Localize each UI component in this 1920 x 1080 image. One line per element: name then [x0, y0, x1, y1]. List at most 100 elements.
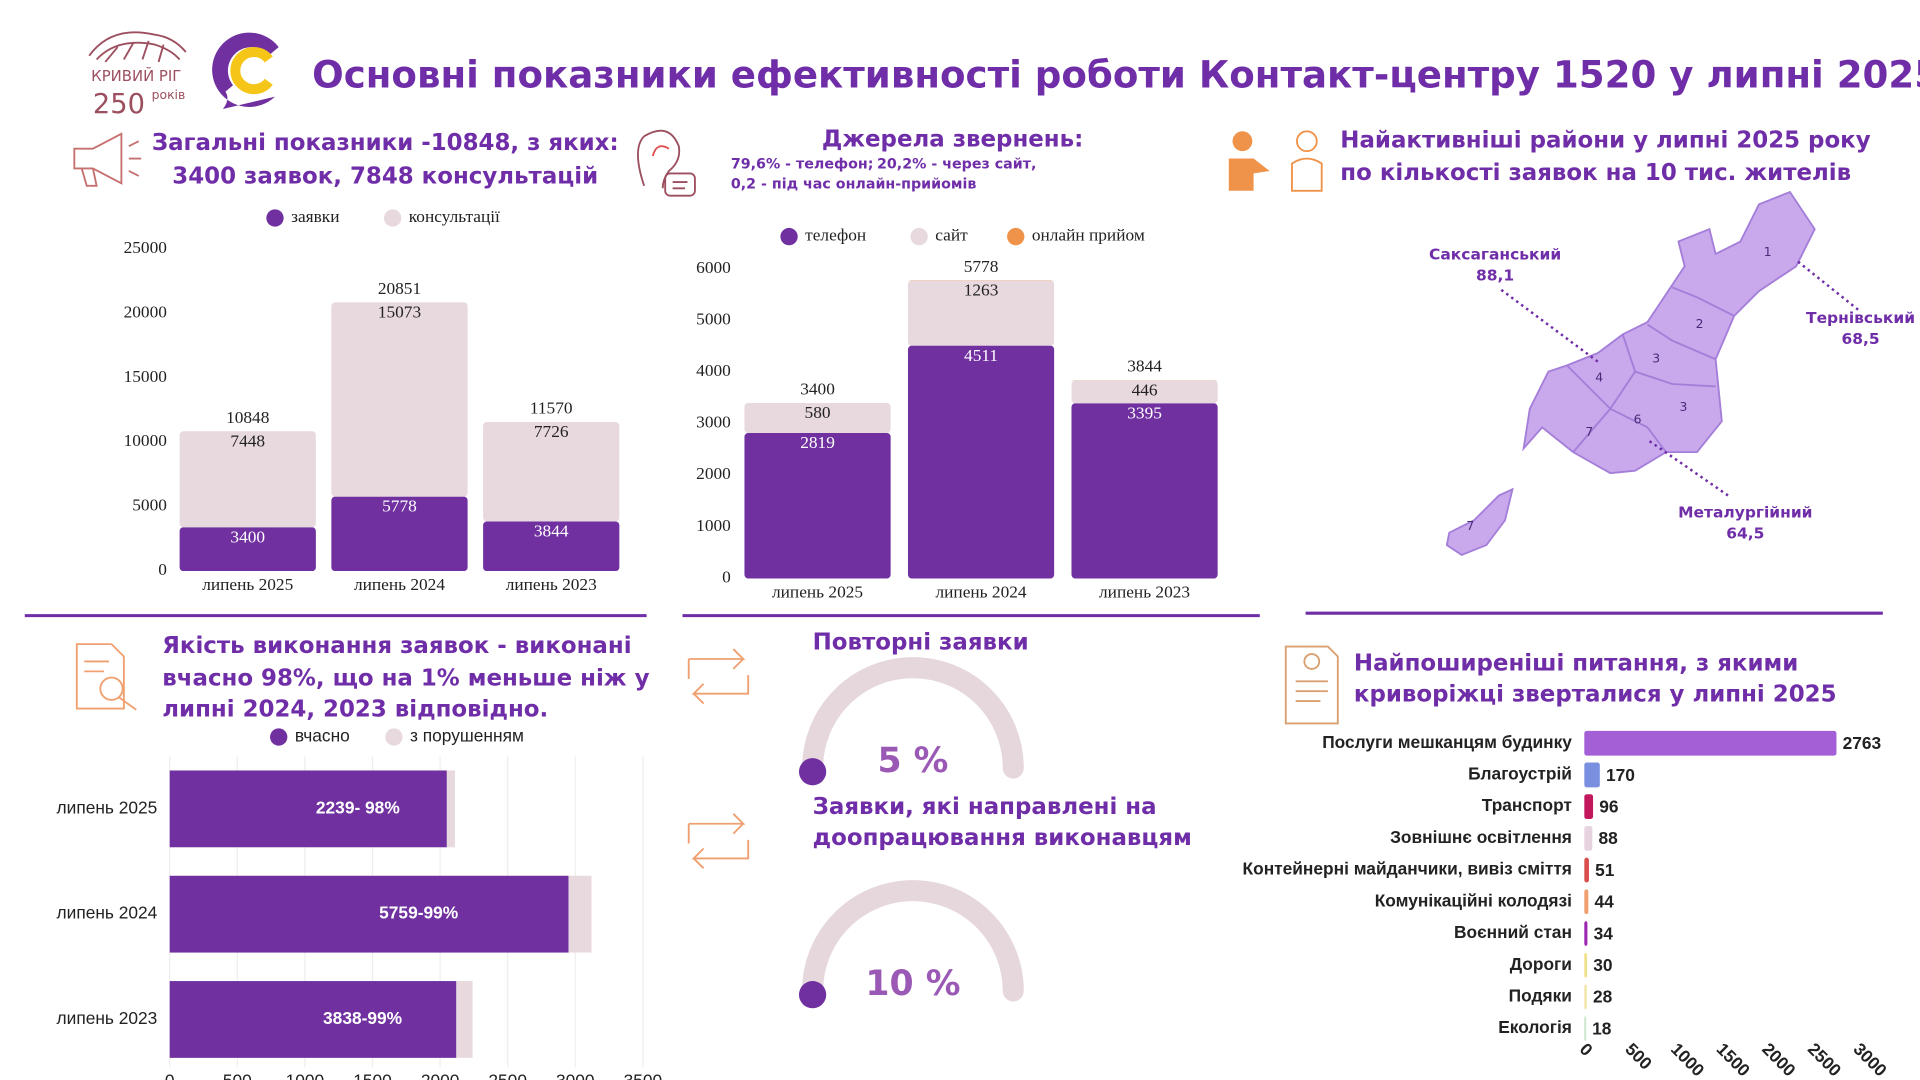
- bar-value-label: 44: [1595, 892, 1615, 912]
- x-tick-label: липень 2025: [202, 575, 293, 594]
- legend-label: сайт: [935, 226, 968, 245]
- section-heading: Загальні показники -10848, з яких:: [152, 130, 619, 156]
- district-value: 88,1: [1476, 267, 1514, 285]
- bar: [1584, 921, 1588, 946]
- bar-segment: [483, 421, 620, 522]
- gauge-value: 5 %: [877, 741, 948, 781]
- y-tick-label: Дороги: [1510, 954, 1572, 974]
- x-tick-label: 1500: [1713, 1039, 1754, 1080]
- x-tick-label: 500: [223, 1071, 252, 1080]
- district-number: 7: [1466, 519, 1474, 533]
- bar-value-label: 15073: [378, 303, 421, 322]
- logo-decor: [95, 41, 181, 61]
- total-label: 10848: [226, 408, 269, 427]
- y-tick-label: 2000: [696, 464, 731, 483]
- legend-swatch: [266, 209, 284, 227]
- legend-swatch: [384, 209, 402, 227]
- x-tick-label: 3000: [556, 1071, 595, 1080]
- y-tick-label: 3000: [696, 413, 731, 432]
- district-number: 6: [1634, 412, 1642, 426]
- repeat-icon: [687, 813, 750, 869]
- section-heading: доопрацювання виконавцям: [813, 825, 1192, 851]
- section-heading: по кількості заявок на 10 тис. жителів: [1340, 160, 1851, 186]
- bar-value-label: 7448: [230, 431, 265, 450]
- bar-value-label: 96: [1599, 796, 1619, 816]
- section-heading: Якість виконання заявок - виконані: [162, 633, 631, 659]
- bar-segment: [483, 521, 620, 572]
- bar: [1584, 984, 1587, 1010]
- x-tick-label: 1000: [286, 1071, 325, 1080]
- legend-swatch: [1007, 227, 1025, 246]
- x-tick-label: липень 2024: [936, 582, 1027, 601]
- page-title: Основні показники ефективності роботи Ко…: [312, 53, 1920, 96]
- bar-segment: [1071, 403, 1218, 579]
- bar-value-label: 5778: [382, 497, 417, 516]
- y-tick-label: 20000: [124, 302, 167, 321]
- bar-segment: [179, 527, 316, 572]
- y-tick-label: 10000: [124, 431, 167, 450]
- x-tick-label: 500: [1621, 1039, 1656, 1074]
- bar-segment: [907, 280, 1055, 346]
- bar-value-label: 170: [1606, 765, 1635, 785]
- people-icon: [1228, 130, 1323, 192]
- y-tick-label: 0: [158, 560, 167, 579]
- district-border: [1566, 286, 1735, 453]
- bar: [1584, 1016, 1587, 1042]
- section-heading: Найактивніші райони у липні 2025 року: [1340, 128, 1870, 154]
- x-tick-label: 0: [165, 1071, 175, 1080]
- section-heading: липні 2024, 2023 відповідно.: [162, 696, 548, 722]
- center-logo: [212, 32, 279, 110]
- section-heading: вчасно 98%, що на 1% меньше ніж у: [162, 665, 649, 691]
- gauge-marker: [798, 981, 827, 1009]
- district-number: 7: [1585, 425, 1593, 439]
- section-heading: Заявки, які направлені на: [813, 794, 1157, 820]
- district-map: [1445, 190, 1816, 556]
- district-number: 1: [1764, 245, 1772, 259]
- megaphone-icon: [73, 132, 142, 187]
- logo-number: 250: [93, 89, 145, 120]
- legend-label: заявки: [291, 207, 339, 226]
- x-tick-label: липень 2025: [772, 582, 863, 601]
- x-tick-label: липень 2023: [1099, 582, 1190, 601]
- total-label: 11570: [530, 399, 573, 418]
- section-heading: Найпоширеніші питання, з якими: [1354, 650, 1798, 676]
- y-tick-label: 5000: [696, 309, 731, 328]
- y-tick-label: 0: [722, 567, 731, 586]
- gauge-track: [802, 657, 1024, 779]
- y-tick-label: 1000: [696, 516, 731, 535]
- total-label: 3400: [800, 380, 835, 399]
- legend-label: з порушенням: [410, 726, 524, 746]
- bar-segment: [744, 432, 891, 579]
- city-area: [1522, 190, 1816, 475]
- document-search-icon: [75, 643, 137, 711]
- bar-segment: [331, 496, 468, 572]
- bar-value-label: 34: [1594, 923, 1614, 943]
- bar-value-label: 51: [1595, 860, 1615, 880]
- bar-segment: [456, 981, 473, 1058]
- bar-segment: [169, 981, 457, 1058]
- x-tick-label: 0: [1576, 1039, 1597, 1060]
- bar: [1584, 825, 1593, 851]
- source-note: 0,2 - під час онлайн-прийомів: [731, 177, 977, 193]
- bar-label: 2239- 98%: [316, 797, 400, 817]
- logo-decor: [88, 31, 187, 57]
- y-tick-label: 15000: [124, 367, 167, 386]
- district-number: 3: [1679, 400, 1687, 414]
- bar-label: 5759-99%: [379, 903, 458, 923]
- x-tick-label: 2500: [1804, 1039, 1845, 1080]
- bar-value-label: 3395: [1127, 403, 1162, 422]
- legend-swatch: [385, 728, 403, 746]
- bar: [1584, 952, 1588, 978]
- x-tick-label: 2000: [421, 1071, 460, 1080]
- x-tick-label: 1000: [1667, 1039, 1708, 1080]
- bar: [1584, 762, 1600, 788]
- y-tick-label: липень 2025: [57, 797, 158, 817]
- y-tick-label: 6000: [696, 258, 731, 277]
- y-tick-label: Послуги мешканцям будинку: [1322, 732, 1572, 752]
- bar-value-label: 2763: [1843, 733, 1882, 753]
- district-name: Металургійний: [1678, 503, 1812, 521]
- section-heading: 3400 заявок, 7848 консультацій: [172, 164, 598, 190]
- logo-years: років: [152, 88, 186, 102]
- section-heading: криворіжці зверталися у липні 2025: [1354, 681, 1837, 707]
